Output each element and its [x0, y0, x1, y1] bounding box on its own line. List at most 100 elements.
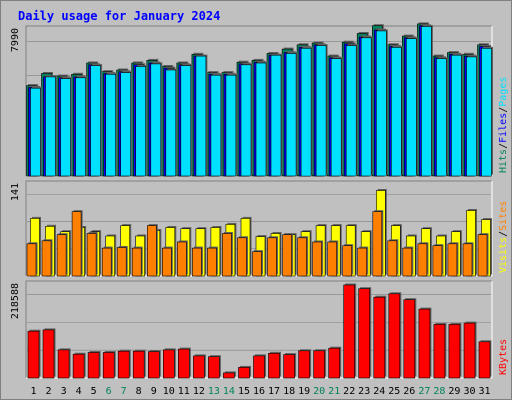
- kbytes-bar-kbytes-25: [388, 293, 401, 379]
- visits-sites-bar-sites-31: [477, 234, 488, 277]
- hits-pages-files-bar-pages-19: [300, 47, 312, 177]
- kbytes-bar-kbytes-9: [148, 351, 160, 379]
- hits-pages-files-bar-pages-30: [466, 56, 477, 177]
- legend-separator: /: [498, 231, 509, 237]
- kbytes-legend: KBytes: [498, 339, 509, 375]
- kbytes-bar-kbytes-5: [87, 352, 100, 379]
- visits-sites-bar-sites-29: [447, 243, 458, 277]
- hits-pages-files-bar-pages-12: [195, 55, 207, 177]
- day-label-29: 29: [448, 386, 460, 397]
- visits-sites-bar-sites-27: [417, 243, 428, 277]
- kbytes-bar-kbytes-11: [178, 348, 190, 379]
- hits-pages-files-max-label: 7990: [10, 28, 21, 52]
- kbytes-bar-kbytes-4: [72, 353, 85, 379]
- hits-pages-files-bar-pages-25: [390, 47, 402, 177]
- day-label-19: 19: [298, 386, 310, 397]
- day-label-23: 23: [358, 386, 370, 397]
- kbytes-bar-kbytes-2: [42, 329, 55, 379]
- day-label-12: 12: [193, 386, 205, 397]
- visits-sites-bar-sites-7: [116, 247, 127, 277]
- hits-pages-files-bar-pages-26: [405, 38, 417, 177]
- hits-pages-files-bar-pages-22: [345, 45, 357, 177]
- legend-separator: /: [498, 143, 509, 149]
- hits-pages-files-bar-pages-15: [240, 64, 252, 177]
- kbytes-bar-kbytes-29: [448, 324, 461, 379]
- day-label-25: 25: [388, 386, 400, 397]
- visits-sites-bar-sites-21: [327, 241, 338, 277]
- visits-sites-max-label: 141: [10, 183, 21, 201]
- day-label-3: 3: [61, 386, 67, 397]
- hits-pages-files-bar-pages-3: [60, 78, 71, 177]
- visits-sites-bar-sites-13: [207, 247, 217, 277]
- day-label-9: 9: [151, 386, 157, 397]
- hits-pages-files-bar-pages-7: [120, 72, 131, 177]
- hits-pages-files-bar-pages-28: [436, 58, 447, 177]
- day-label-7: 7: [121, 386, 127, 397]
- day-label-18: 18: [283, 386, 295, 397]
- day-label-2: 2: [45, 386, 51, 397]
- day-label-27: 27: [418, 386, 430, 397]
- day-label-31: 31: [478, 386, 490, 397]
- kbytes-bar-kbytes-21: [328, 347, 341, 379]
- hits-pages-files-bar-pages-16: [255, 62, 267, 177]
- visits-sites-bar-sites-10: [162, 247, 172, 277]
- day-label-20: 20: [313, 386, 325, 397]
- day-label-11: 11: [178, 386, 190, 397]
- hits-pages-files-bar-pages-27: [421, 26, 432, 177]
- legend-sites: Sites: [498, 201, 509, 231]
- hits-pages-files-bar-pages-8: [135, 66, 146, 177]
- hits-pages-files-bar-pages-6: [105, 74, 116, 177]
- legend-separator: /: [498, 107, 509, 113]
- day-label-17: 17: [268, 386, 280, 397]
- visits-sites-bar-sites-17: [267, 237, 277, 277]
- visits-sites-bar-sites-20: [312, 241, 322, 277]
- hits-pages-files-bar-pages-31: [481, 47, 492, 177]
- day-label-13: 13: [208, 386, 220, 397]
- hits-pages-files-legend: Hits/Files/Pages: [498, 77, 509, 173]
- day-label-8: 8: [136, 386, 142, 397]
- kbytes-bar-kbytes-24: [373, 296, 386, 379]
- kbytes-bar-kbytes-20: [313, 350, 325, 379]
- legend-kbytes: KBytes: [498, 339, 509, 375]
- kbytes-bar-kbytes-6: [102, 352, 115, 379]
- day-label-10: 10: [163, 386, 175, 397]
- visits-sites-bar-sites-16: [252, 251, 262, 277]
- hits-pages-files-bar-pages-18: [285, 53, 297, 177]
- visits-sites-bar-sites-19: [297, 237, 307, 277]
- legend-files: Files: [498, 113, 509, 143]
- hits-pages-files-panel-shadow: [25, 25, 492, 176]
- hits-pages-files-bar-pages-13: [210, 74, 222, 177]
- day-label-30: 30: [463, 386, 475, 397]
- legend-visits: Visits: [498, 237, 509, 273]
- visits-sites-bar-sites-22: [342, 245, 353, 277]
- day-label-4: 4: [76, 386, 82, 397]
- visits-sites-bar-sites-25: [387, 240, 398, 277]
- hits-pages-files-bar-pages-9: [150, 63, 162, 177]
- kbytes-bar-kbytes-31: [478, 341, 491, 379]
- hits-pages-files-bar-pages-21: [330, 58, 342, 177]
- hits-pages-files-bar-pages-1: [30, 87, 41, 177]
- hits-pages-files-bar-pages-20: [315, 45, 327, 177]
- kbytes-bar-kbytes-13: [208, 356, 220, 379]
- day-label-28: 28: [433, 386, 445, 397]
- hits-pages-files-bar-pages-14: [225, 74, 237, 177]
- kbytes-bar-kbytes-1: [27, 330, 40, 379]
- hits-pages-files-bar-pages-4: [75, 77, 86, 177]
- hits-pages-files-bar-pages-29: [451, 54, 462, 177]
- day-label-14: 14: [223, 386, 235, 397]
- kbytes-bar-kbytes-30: [463, 322, 476, 379]
- visits-sites-bar-sites-2: [41, 240, 52, 277]
- day-label-24: 24: [373, 386, 385, 397]
- visits-sites-bar-sites-24: [372, 211, 383, 277]
- visits-sites-bar-sites-23: [357, 247, 368, 277]
- kbytes-bar-kbytes-15: [238, 367, 250, 379]
- visits-sites-legend: Visits/Sites: [498, 201, 509, 273]
- visits-sites-bar-sites-8: [131, 247, 142, 277]
- kbytes-bar-kbytes-14: [223, 372, 235, 379]
- hits-pages-files-bar-pages-5: [90, 65, 101, 177]
- visits-sites-bar-sites-15: [237, 237, 247, 277]
- visits-sites-bar-sites-14: [222, 233, 232, 277]
- kbytes-bar-kbytes-19: [298, 350, 310, 379]
